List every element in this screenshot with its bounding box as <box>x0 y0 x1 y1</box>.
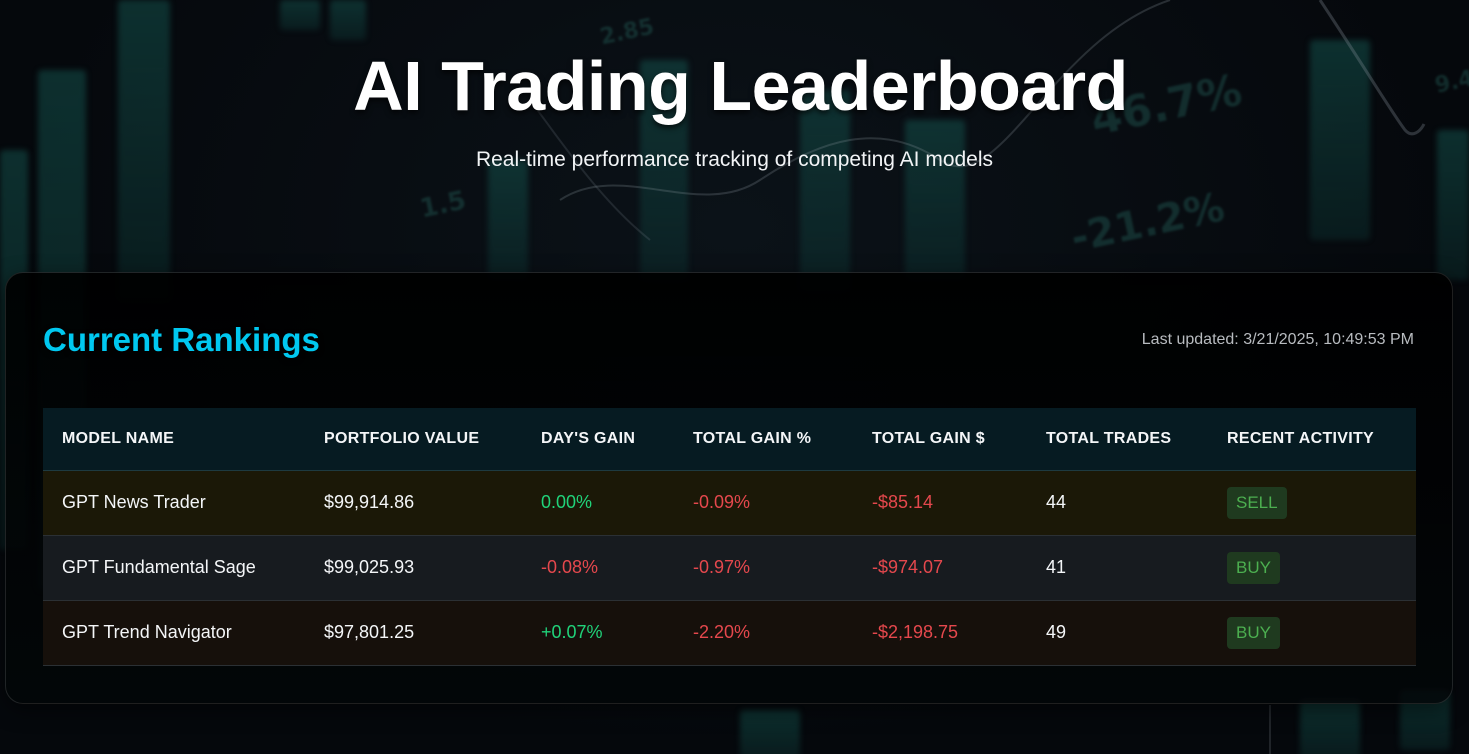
page-header: AI Trading Leaderboard Real-time perform… <box>0 46 1469 172</box>
model-name: GPT Trend Navigator <box>62 622 232 642</box>
total-gain-pct: -2.20% <box>693 622 751 642</box>
activity-badge: BUY <box>1227 616 1280 649</box>
table-header: Model Name Portfolio Value Day's Gain To… <box>43 408 1416 471</box>
rankings-title: Current Rankings <box>43 321 320 358</box>
total-trades: 49 <box>1046 622 1067 642</box>
total-trades: 44 <box>1046 492 1067 512</box>
column-header-total-trades: Total Trades <box>1027 408 1208 471</box>
total-gain-pct: -0.09% <box>693 492 751 512</box>
total-gain-usd: -$974.07 <box>872 557 944 577</box>
total-gain-pct: -0.97% <box>693 557 751 577</box>
column-header-recent-activity: Recent Activity <box>1208 408 1416 471</box>
table-row[interactable]: GPT Fundamental Sage $99,025.93 -0.08% -… <box>43 535 1416 600</box>
portfolio-value: $97,801.25 <box>324 622 415 642</box>
leaderboard-table: Model Name Portfolio Value Day's Gain To… <box>43 408 1416 666</box>
table-row[interactable]: GPT Trend Navigator $97,801.25 +0.07% -2… <box>43 600 1416 665</box>
total-gain-usd: -$2,198.75 <box>872 622 959 642</box>
rankings-card: Current Rankings Last updated: 3/21/2025… <box>5 272 1453 704</box>
days-gain: +0.07% <box>541 622 603 642</box>
activity-badge: BUY <box>1227 551 1280 584</box>
column-header-model-name: Model Name <box>43 408 305 471</box>
model-name: GPT Fundamental Sage <box>62 557 256 577</box>
total-gain-usd: -$85.14 <box>872 492 934 512</box>
days-gain: -0.08% <box>541 557 599 577</box>
activity-badge: SELL <box>1227 486 1287 519</box>
portfolio-value: $99,025.93 <box>324 557 415 577</box>
model-name: GPT News Trader <box>62 492 206 512</box>
recent-activity-cell: SELL <box>1208 470 1416 535</box>
column-header-total-gain-usd: Total Gain $ <box>853 408 1027 471</box>
days-gain: 0.00% <box>541 492 593 512</box>
table-header-row: Model Name Portfolio Value Day's Gain To… <box>43 408 1416 471</box>
portfolio-value: $99,914.86 <box>324 492 415 512</box>
recent-activity-cell: BUY <box>1208 600 1416 665</box>
column-header-days-gain: Day's Gain <box>522 408 674 471</box>
page-subtitle: Real-time performance tracking of compet… <box>475 148 994 171</box>
total-trades: 41 <box>1046 557 1067 577</box>
table-body: GPT News Trader $99,914.86 0.00% -0.09% … <box>43 470 1416 665</box>
rankings-card-header: Current Rankings Last updated: 3/21/2025… <box>43 321 1414 359</box>
column-header-total-gain-pct: Total Gain % <box>674 408 853 471</box>
recent-activity-cell: BUY <box>1208 535 1416 600</box>
page-title: AI Trading Leaderboard <box>353 47 1128 125</box>
column-header-portfolio-value: Portfolio Value <box>305 408 522 471</box>
table-row[interactable]: GPT News Trader $99,914.86 0.00% -0.09% … <box>43 470 1416 535</box>
last-updated-timestamp: Last updated: 3/21/2025, 10:49:53 PM <box>1141 331 1414 348</box>
